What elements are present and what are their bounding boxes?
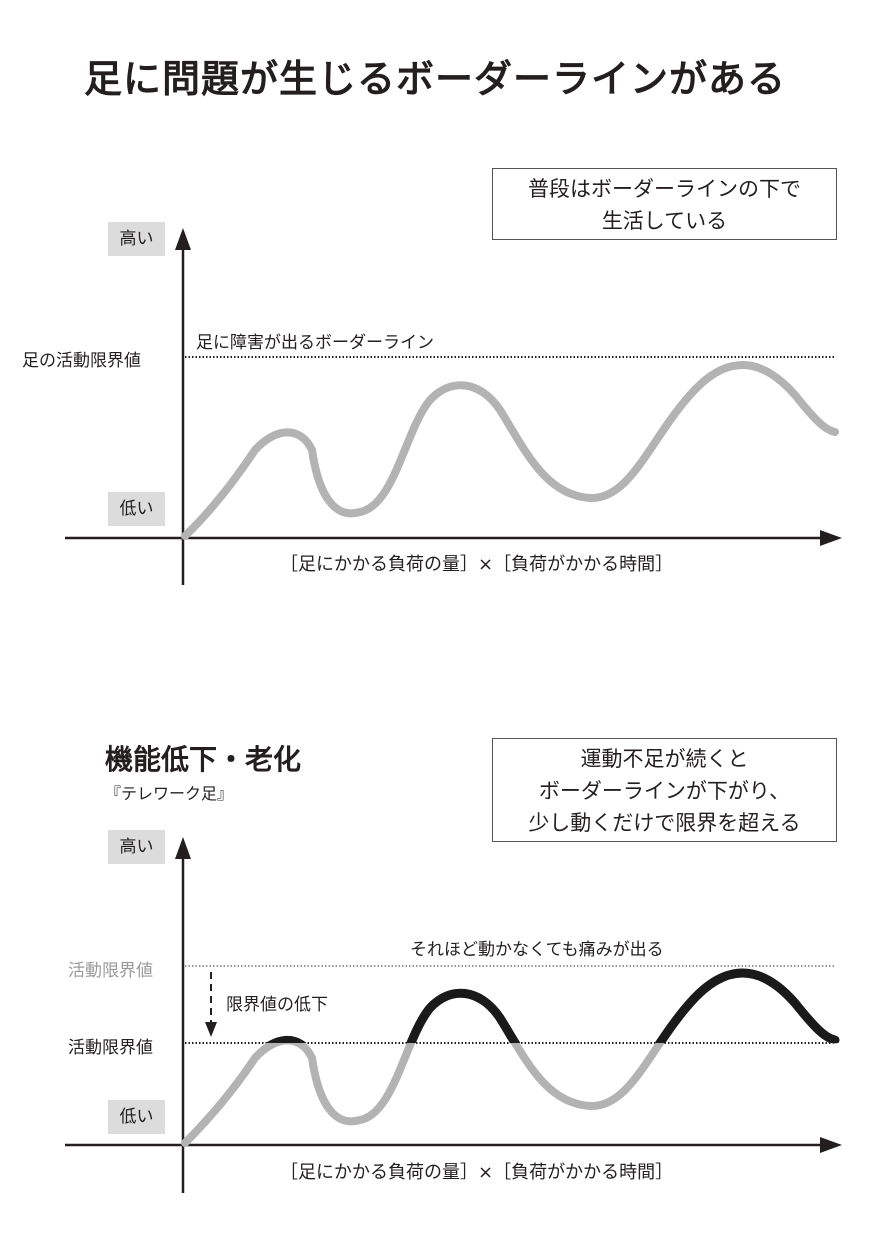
chart2-load-curve-above [265, 968, 840, 1043]
chart2-x-axis-label: ［足にかかる負荷の量］×［負荷がかかる時間］ [280, 1162, 674, 1183]
chart1-limit-label: 足の活動限界値 [22, 351, 141, 371]
chart1-load-curve [181, 361, 839, 540]
chart2-note-line-3: 少し動くだけで限界を超える [528, 811, 801, 835]
chart2-axes [65, 837, 842, 1193]
chart2-note-line-2: ボーダーラインが下がり、 [538, 779, 791, 803]
chart1-y-low-tag: 低い [108, 492, 165, 526]
chart2-y-high-tag: 高い [108, 830, 165, 864]
chart1-axes [65, 228, 842, 585]
limit-drop-arrowhead [205, 1022, 217, 1037]
chart1-y-high-tag: 高い [108, 222, 165, 256]
chart2-new-limit-label: 活動限界値 [68, 1038, 153, 1058]
chart2-section-title: 機能低下・老化 [105, 743, 302, 776]
chart2-section-subtitle: 『テレワーク足』 [105, 784, 234, 803]
chart2-y-low-tag: 低い [108, 1100, 165, 1134]
page-title: 足に問題が生じるボーダーラインがある [83, 57, 786, 101]
chart1-x-axis-label: ［足にかかる負荷の量］×［負荷がかかる時間］ [280, 554, 674, 575]
chart2-note-box: 運動不足が続くと ボーダーラインが下がり、 少し動くだけで限界を超える [492, 738, 837, 842]
chart2-old-limit-label: 活動限界値 [68, 961, 153, 981]
chart1-note-box: 普段はボーダーラインの下で 生活している [492, 168, 837, 240]
chart1-borderline-label: 足に障害が出るボーダーライン [196, 333, 434, 353]
pain-label: それほど動かなくても痛みが出る [410, 940, 664, 960]
chart1-note-line-2: 生活している [601, 209, 728, 233]
chart1-note-line-1: 普段はボーダーラインの下で [528, 177, 801, 201]
limit-drop-label: 限界値の低下 [226, 995, 328, 1015]
chart2-note-line-1: 運動不足が続くと [580, 747, 749, 771]
